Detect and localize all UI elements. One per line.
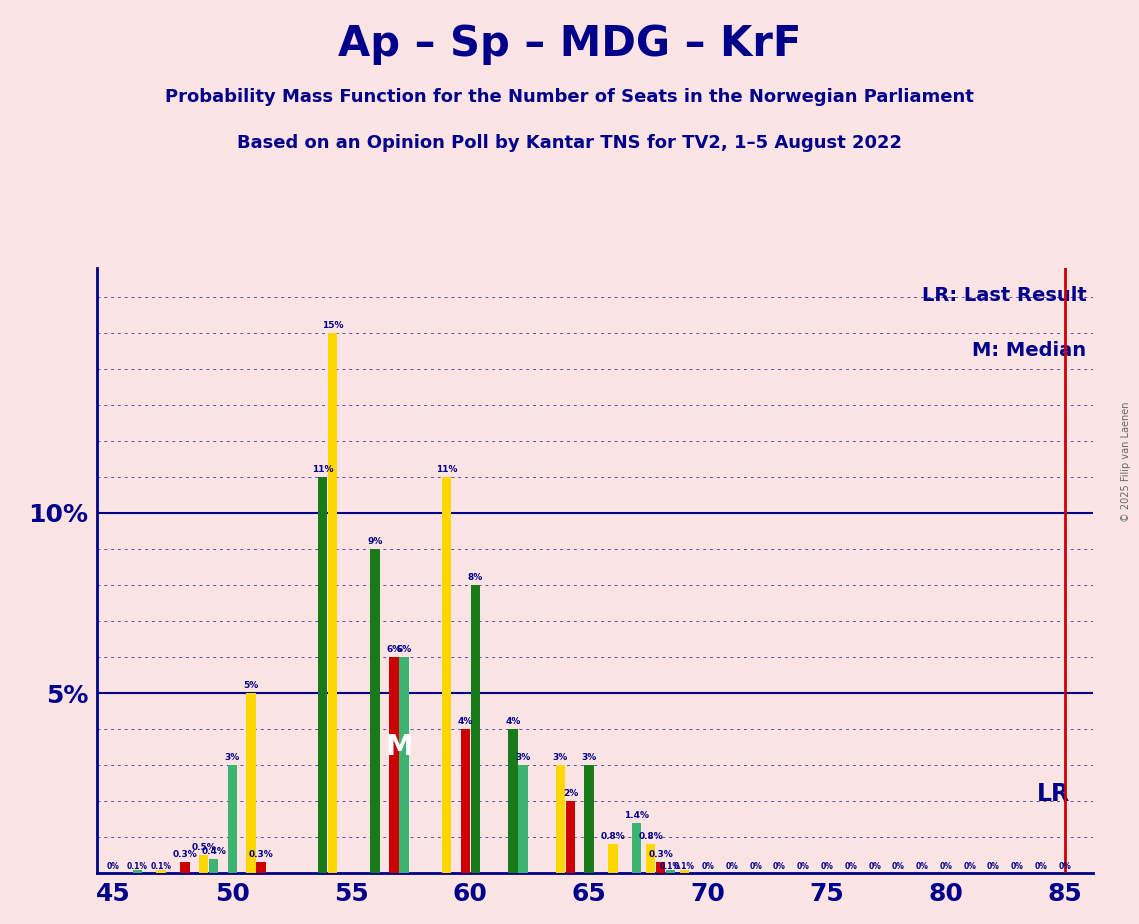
Text: 0.5%: 0.5% [191, 844, 216, 852]
Text: 3%: 3% [515, 753, 531, 762]
Bar [632, 822, 641, 873]
Bar [460, 729, 470, 873]
Text: © 2025 Filip van Laenen: © 2025 Filip van Laenen [1121, 402, 1131, 522]
Text: 5%: 5% [244, 681, 259, 690]
Bar [656, 862, 665, 873]
Text: 15%: 15% [322, 321, 343, 330]
Bar [390, 657, 399, 873]
Bar [180, 862, 189, 873]
Bar [246, 693, 256, 873]
Text: 3%: 3% [582, 753, 597, 762]
Bar [199, 856, 208, 873]
Bar [442, 477, 451, 873]
Text: 0%: 0% [726, 862, 738, 871]
Text: 0.1%: 0.1% [126, 862, 148, 871]
Bar [370, 549, 379, 873]
Text: 0%: 0% [844, 862, 858, 871]
Text: 0.3%: 0.3% [172, 850, 197, 859]
Text: 0%: 0% [107, 862, 120, 871]
Bar [399, 657, 409, 873]
Text: 0%: 0% [1011, 862, 1024, 871]
Text: M: Median: M: Median [973, 341, 1087, 359]
Text: M: M [385, 733, 412, 761]
Text: 3%: 3% [224, 753, 240, 762]
Text: 0%: 0% [1034, 862, 1048, 871]
Text: 3%: 3% [552, 753, 568, 762]
Text: 0%: 0% [773, 862, 786, 871]
Text: 1.4%: 1.4% [624, 811, 649, 820]
Text: LR: LR [1036, 782, 1070, 806]
Text: 11%: 11% [312, 465, 334, 474]
Bar [608, 845, 617, 873]
Text: 0%: 0% [940, 862, 952, 871]
Text: 2%: 2% [563, 789, 577, 798]
Bar [666, 869, 675, 873]
Text: 11%: 11% [436, 465, 457, 474]
Bar [318, 477, 327, 873]
Bar [584, 765, 593, 873]
Text: 0.8%: 0.8% [638, 833, 663, 842]
Text: 0.1%: 0.1% [150, 862, 172, 871]
Text: Ap – Sp – MDG – KrF: Ap – Sp – MDG – KrF [338, 23, 801, 65]
Text: 0.1%: 0.1% [674, 862, 695, 871]
Text: 0%: 0% [916, 862, 928, 871]
Text: 6%: 6% [396, 645, 411, 654]
Bar [328, 333, 337, 873]
Bar [256, 862, 265, 873]
Text: 0.4%: 0.4% [202, 847, 226, 856]
Text: Probability Mass Function for the Number of Seats in the Norwegian Parliament: Probability Mass Function for the Number… [165, 88, 974, 105]
Bar [518, 765, 527, 873]
Text: 0%: 0% [702, 862, 714, 871]
Text: 0%: 0% [964, 862, 976, 871]
Text: 0%: 0% [797, 862, 810, 871]
Text: 0.8%: 0.8% [600, 833, 625, 842]
Bar [470, 585, 480, 873]
Text: 0%: 0% [820, 862, 834, 871]
Text: 0%: 0% [868, 862, 882, 871]
Text: 0%: 0% [749, 862, 762, 871]
Text: 8%: 8% [468, 573, 483, 582]
Bar [132, 869, 142, 873]
Bar [208, 858, 219, 873]
Text: 6%: 6% [386, 645, 402, 654]
Text: 0.3%: 0.3% [248, 850, 273, 859]
Bar [566, 801, 575, 873]
Text: 0.3%: 0.3% [648, 850, 673, 859]
Text: 4%: 4% [505, 717, 521, 726]
Bar [228, 765, 237, 873]
Bar [646, 845, 655, 873]
Text: 0%: 0% [1058, 862, 1072, 871]
Text: 9%: 9% [368, 537, 383, 546]
Text: 0%: 0% [988, 862, 1000, 871]
Text: 4%: 4% [458, 717, 473, 726]
Bar [680, 869, 689, 873]
Bar [556, 765, 565, 873]
Bar [156, 869, 166, 873]
Text: 0%: 0% [892, 862, 904, 871]
Text: Based on an Opinion Poll by Kantar TNS for TV2, 1–5 August 2022: Based on an Opinion Poll by Kantar TNS f… [237, 134, 902, 152]
Text: 0.1%: 0.1% [659, 862, 681, 871]
Text: LR: Last Result: LR: Last Result [921, 286, 1087, 305]
Bar [508, 729, 517, 873]
